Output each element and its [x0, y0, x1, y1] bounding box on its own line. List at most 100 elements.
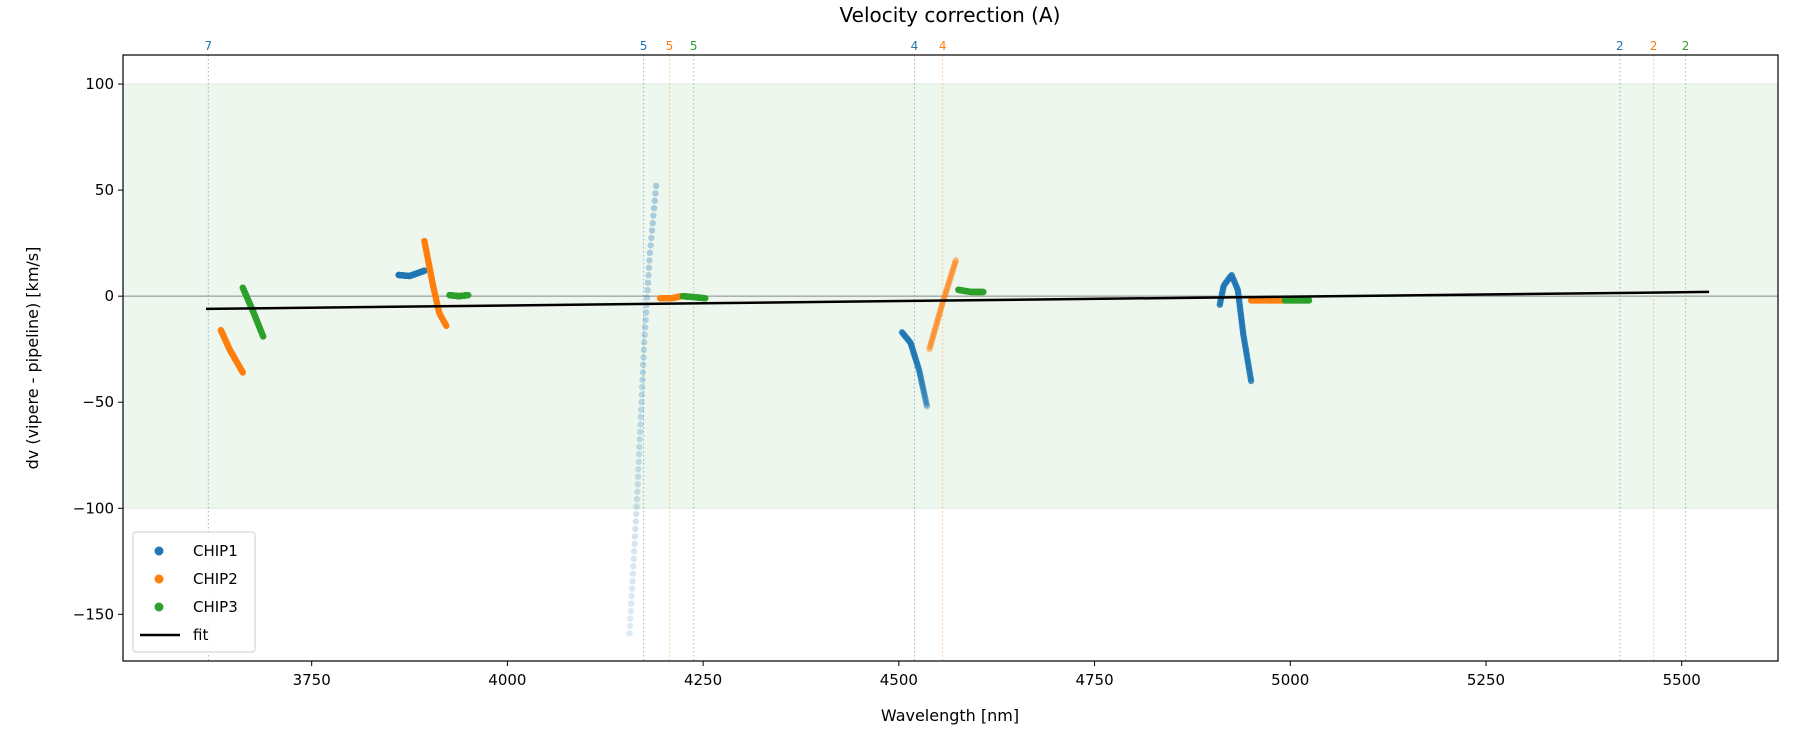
data-point-chip1 [644, 286, 651, 294]
data-point-chip1 [917, 372, 924, 379]
data-point-chip1 [647, 242, 654, 249]
data-point-chip2 [945, 279, 953, 286]
data-point-chip1 [920, 386, 927, 393]
y-tick-label: −150 [73, 605, 114, 623]
data-point-chip1 [637, 406, 645, 413]
data-point-chip2 [949, 267, 956, 274]
data-point-chip2 [929, 332, 937, 339]
data-point-chip2 [931, 328, 938, 335]
data-point-chip1 [922, 399, 930, 406]
y-tick-label: 0 [104, 287, 114, 305]
data-point-chip2 [943, 287, 950, 295]
data-point-chip3 [259, 333, 267, 340]
data-point-chip2 [941, 293, 948, 301]
data-point-chip1 [635, 466, 642, 473]
data-point-chip1 [629, 577, 636, 585]
data-point-chip1 [918, 379, 926, 387]
legend: CHIP1 CHIP2 CHIP3 fit [132, 531, 256, 653]
data-point-chip1 [919, 382, 926, 389]
data-point-chip1 [917, 374, 925, 382]
data-point-chip1 [631, 533, 639, 540]
data-point-chip1 [642, 309, 650, 316]
data-point-chip1 [920, 387, 927, 395]
data-point-chip2 [938, 304, 945, 311]
data-point-chip1 [922, 398, 930, 405]
order-marker-label: 2 [1682, 39, 1690, 53]
data-point-chip1 [646, 257, 653, 264]
order-marker-label: 5 [666, 39, 674, 53]
data-point-chip2 [943, 286, 950, 293]
data-point-chip2 [937, 305, 945, 313]
data-point-chip1 [916, 370, 924, 378]
data-point-chip2 [947, 273, 955, 280]
data-point-chip2 [929, 334, 936, 341]
data-point-chip1 [635, 451, 643, 458]
data-point-chip2 [952, 258, 959, 265]
data-point-chip2 [934, 317, 941, 325]
data-point-chip1 [918, 377, 925, 384]
x-tick-label: 4750 [1075, 671, 1113, 689]
data-point-chip2 [946, 277, 953, 285]
data-point-chip2 [933, 319, 941, 326]
data-point-chip3 [465, 291, 472, 299]
data-point-chip1 [628, 600, 635, 607]
data-point-chip2 [926, 344, 933, 351]
data-point-chip1 [642, 316, 649, 324]
y-tick-label: −100 [73, 499, 114, 517]
data-point-chip1 [918, 378, 925, 386]
data-point-chip1 [917, 373, 924, 380]
data-point-chip2 [935, 314, 942, 322]
data-point-chip2 [945, 280, 952, 287]
data-point-chip1 [636, 428, 644, 436]
data-point-chip1 [916, 369, 923, 377]
legend-label-chip3: CHIP3 [193, 598, 238, 616]
order-marker-label: 4 [939, 39, 947, 53]
data-point-chip2 [927, 340, 935, 347]
data-point-chip1 [635, 458, 642, 465]
data-point-chip2 [942, 289, 949, 296]
data-point-chip1 [627, 615, 634, 622]
data-point-chip2 [943, 285, 951, 292]
data-point-chip1 [628, 592, 635, 600]
data-point-chip1 [640, 346, 648, 354]
data-point-chip2 [932, 323, 939, 331]
x-tick-label: 4000 [488, 671, 526, 689]
data-point-chip1 [920, 389, 928, 396]
data-point-chip2 [931, 326, 939, 334]
data-point-chip1 [916, 368, 923, 375]
data-point-chip2 [928, 338, 935, 345]
data-point-chip2 [941, 292, 949, 299]
y-tick-label: −50 [82, 393, 114, 411]
data-point-chip2 [443, 322, 450, 330]
data-point-chip1 [641, 324, 649, 331]
y-tick-label: 100 [85, 75, 114, 93]
x-axis-label: Wavelength [nm] [881, 706, 1019, 725]
data-point-chip1 [631, 540, 638, 548]
data-point-chip2 [926, 345, 933, 353]
data-point-chip1 [636, 443, 643, 451]
data-point-chip1 [921, 392, 928, 400]
y-axis-label: dv (vipere - pipeline) [km/s] [23, 247, 42, 470]
axes-frame [122, 54, 1779, 662]
y-tick-label: 50 [95, 181, 114, 199]
data-point-chip2 [936, 310, 943, 317]
data-point-chip1 [645, 272, 652, 279]
data-point-chip2 [927, 343, 934, 350]
data-point-chip1 [628, 585, 636, 592]
data-point-chip2 [948, 270, 956, 277]
data-point-chip1 [923, 403, 931, 410]
data-point-chip1 [921, 394, 929, 401]
data-point-chip1 [650, 204, 658, 212]
data-point-chip2 [933, 320, 940, 328]
data-point-chip1 [919, 385, 927, 392]
data-point-chip2 [949, 268, 956, 276]
legend-label-chip1: CHIP1 [193, 542, 238, 560]
legend-marker-chip2 [154, 574, 164, 584]
data-point-chip1 [638, 398, 645, 406]
data-point-chip1 [639, 361, 647, 368]
order-marker-label: 2 [1616, 39, 1624, 53]
data-point-chip1 [921, 390, 928, 397]
data-point-chip1 [919, 381, 926, 388]
data-point-chip1 [639, 376, 646, 383]
